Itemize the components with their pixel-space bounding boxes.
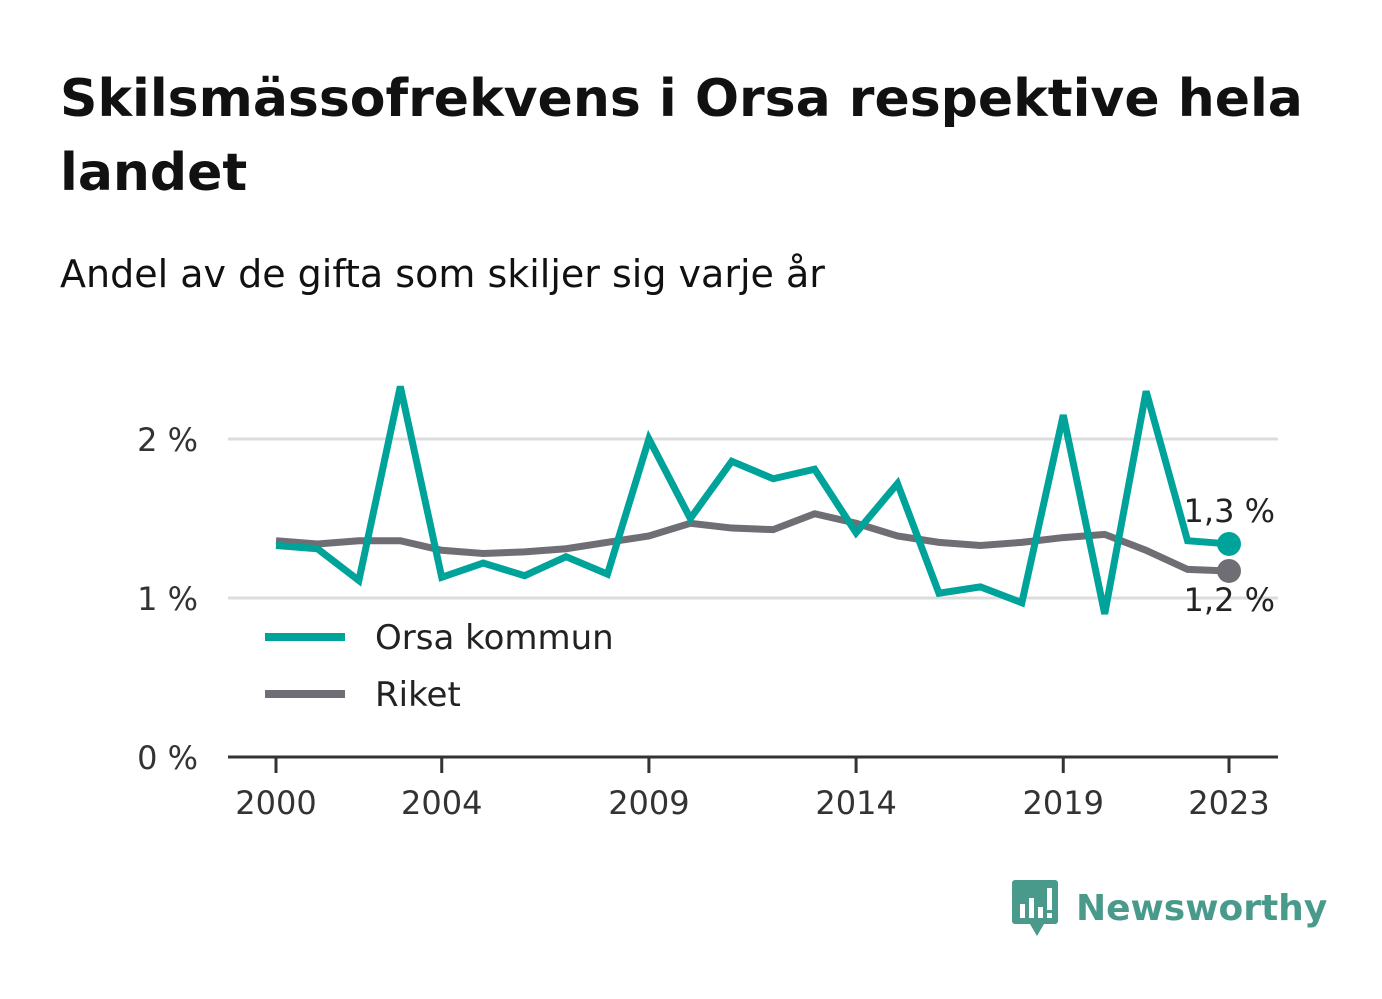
- y-tick-label: 1 %: [137, 580, 198, 618]
- legend-label: Orsa kommun: [375, 618, 614, 658]
- x-tick-label: 2009: [608, 784, 689, 822]
- chart-title: Skilsmässofrekvens i Orsa respektive hel…: [60, 69, 1303, 203]
- x-tick-label: 2014: [815, 784, 896, 822]
- x-tick-label: 2023: [1188, 784, 1269, 822]
- y-axis-ticks: 0 % 1 % 2 %: [137, 421, 198, 777]
- series-lines: [275, 385, 1230, 615]
- legend: Orsa kommun Riket: [265, 618, 614, 715]
- x-tick-label: 2000: [235, 784, 316, 822]
- x-tick-label: 2004: [401, 784, 482, 822]
- y-tick-label: 0 %: [137, 739, 198, 777]
- brand-name: Newsworthy: [1076, 887, 1328, 929]
- newsworthy-logo: Newsworthy: [1010, 876, 1327, 940]
- end-point-riket: [1217, 558, 1241, 583]
- y-tick-label: 2 %: [137, 421, 198, 459]
- end-label-riket: 1,2 %: [1184, 581, 1275, 619]
- x-axis: 2000 2004 2009 2014 2019 2023: [228, 755, 1278, 822]
- chart-subtitle: Andel av de gifta som skiljer sig varje …: [60, 252, 825, 296]
- end-point-orsa-kommun: [1217, 531, 1241, 556]
- x-tick-label: 2019: [1023, 784, 1104, 822]
- series-line-orsa-kommun: [275, 385, 1230, 615]
- end-label-orsa-kommun: 1,3 %: [1184, 492, 1275, 530]
- end-labels: 1,3 % 1,2 %: [1184, 492, 1275, 619]
- legend-label: Riket: [375, 675, 461, 715]
- newsworthy-logo-icon: [1012, 880, 1058, 936]
